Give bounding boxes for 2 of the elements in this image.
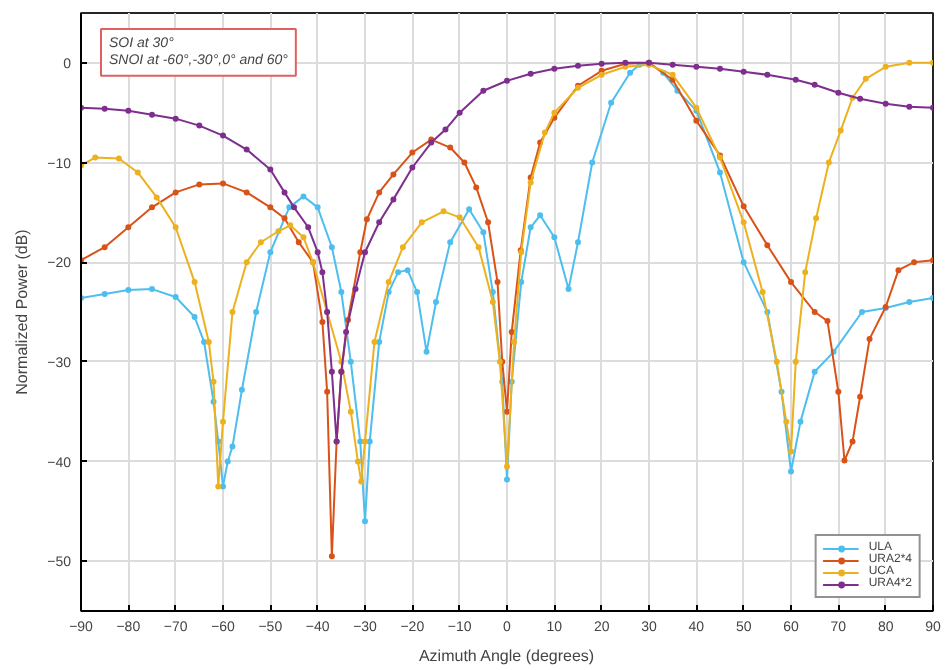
y-axis-title: Normalized Power (dB) [13,228,32,395]
x-axis-title: Azimuth Angle (degrees) [418,647,595,665]
